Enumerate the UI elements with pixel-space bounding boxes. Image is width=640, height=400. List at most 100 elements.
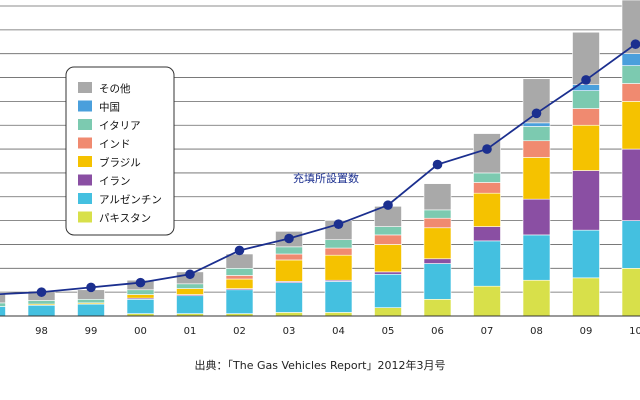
bar-segment <box>374 244 402 273</box>
bar-segment <box>374 273 402 308</box>
x-tick-label: 99 <box>85 326 98 337</box>
line-series-label: 充填所設置数 <box>293 171 359 185</box>
bar-segment <box>423 227 452 260</box>
bar-segment <box>621 101 640 150</box>
x-tick-label: 05 <box>382 326 395 337</box>
bar-segment <box>27 304 56 317</box>
x-tick-label: 00 <box>134 326 147 337</box>
bar-segment <box>126 289 155 295</box>
legend-swatch <box>78 137 92 149</box>
bar-segment <box>423 258 452 264</box>
bar-segment <box>572 170 600 231</box>
x-tick-label: 09 <box>580 326 593 337</box>
bar-segment <box>324 239 353 249</box>
x-tick-label: 10 <box>629 326 640 337</box>
bar-segment <box>572 277 600 317</box>
bar-segment <box>473 240 501 287</box>
line-series-point <box>185 269 195 280</box>
bar-segment <box>522 279 551 317</box>
x-tick-label: 01 <box>184 326 197 337</box>
bar-segment <box>522 157 551 200</box>
bar-segment <box>621 268 640 317</box>
bar-segment <box>473 182 501 194</box>
bar-segment <box>621 65 640 84</box>
legend-swatch <box>78 211 92 223</box>
bar-segment <box>522 234 551 281</box>
legend-entry-label: ブラジル <box>99 156 141 169</box>
legend-entry-label: パキスタン <box>99 213 151 225</box>
bar-segment <box>275 282 303 313</box>
line-series-point <box>234 245 245 256</box>
bar-segment <box>0 306 6 317</box>
bar-segment <box>572 108 600 126</box>
bar-segment <box>572 90 600 109</box>
bar-segment <box>522 122 551 127</box>
bar-segment <box>324 312 353 317</box>
bar-segment <box>176 295 204 314</box>
bar-segment <box>225 253 254 269</box>
bar-segment <box>225 289 254 314</box>
legend-entry-label: イタリア <box>99 120 141 132</box>
bar-segment <box>225 275 254 280</box>
bar-segment <box>275 259 303 282</box>
legend-entry-label: 中国 <box>99 101 120 114</box>
bar-segment <box>77 299 105 304</box>
bar-segment <box>126 299 155 314</box>
bar-segment <box>621 220 640 269</box>
bar-segment <box>374 234 402 245</box>
line-series-point <box>531 108 542 119</box>
bar-segment <box>473 285 501 317</box>
line-series-point <box>135 277 146 288</box>
legend-swatch <box>78 82 92 93</box>
line-series-point <box>482 144 492 154</box>
line-series-point <box>432 159 443 170</box>
bar-segment <box>324 254 353 281</box>
x-tick-label: 04 <box>332 326 345 337</box>
legend-swatch <box>78 193 92 204</box>
bar-segment <box>275 246 303 255</box>
bar-segment <box>176 288 204 295</box>
bar-segment <box>275 253 303 261</box>
legend-entry-label: インド <box>99 139 131 151</box>
x-tick-label: 02 <box>233 326 246 337</box>
x-tick-label: 03 <box>283 326 296 337</box>
line-series-point <box>36 287 47 297</box>
line-series-point <box>284 233 294 244</box>
legend-entry-label: イラン <box>99 176 131 188</box>
bar-segment <box>275 312 303 317</box>
line-series-point <box>581 75 591 85</box>
bar-segment <box>473 226 501 242</box>
bar-segment <box>374 226 402 236</box>
bar-segment <box>176 283 204 289</box>
bar-segment <box>621 148 640 221</box>
bar-segment <box>27 300 56 305</box>
bar-segment <box>225 278 254 289</box>
legend-swatch <box>78 174 92 186</box>
bar-segment <box>621 83 640 102</box>
bar-segment <box>126 294 155 299</box>
bar-segment <box>324 281 353 313</box>
bar-segment <box>423 263 452 300</box>
bar-segment <box>225 268 254 276</box>
bar-segment <box>423 217 452 229</box>
bar-segment <box>423 183 452 211</box>
bar-segment <box>572 229 600 279</box>
source-note: 出典：「The Gas Vehicles Report」2012年3月号 <box>194 359 446 372</box>
bar-segment <box>572 124 600 171</box>
legend-swatch <box>78 156 92 167</box>
bar-segment <box>621 53 640 66</box>
bar-segment <box>0 302 6 307</box>
legend-swatch <box>78 119 92 130</box>
legend-entry-label: アルゼンチン <box>99 194 162 206</box>
bar-segment <box>0 293 6 304</box>
line-series-path <box>0 43 637 296</box>
line-series-point <box>383 200 393 210</box>
bar-segment <box>473 192 501 227</box>
legend-box <box>65 66 175 236</box>
legend-entry-label: その他 <box>99 82 131 95</box>
line-series-point <box>86 282 96 293</box>
bar-segment <box>522 140 551 158</box>
line-series-point <box>630 39 640 49</box>
